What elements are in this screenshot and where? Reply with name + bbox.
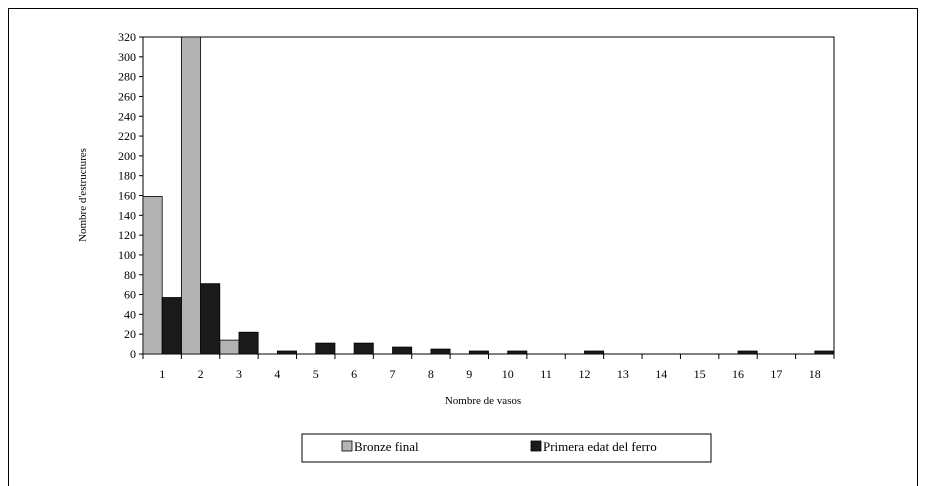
x-tick-label: 1 — [159, 367, 165, 381]
bar-primera-edat-18 — [814, 350, 835, 355]
chart-frame — [8, 8, 918, 486]
legend-box — [301, 433, 712, 463]
legend-label-bronze-final: Bronze final — [354, 439, 419, 454]
bar-primera-edat-5 — [315, 342, 336, 355]
x-tick-label: 13 — [617, 367, 629, 381]
y-tick-label: 0 — [130, 347, 136, 361]
x-tick-label: 7 — [390, 367, 396, 381]
x-tick-label: 18 — [809, 367, 821, 381]
bar-primera-edat-3 — [238, 331, 259, 355]
bar-primera-edat-8 — [430, 348, 451, 355]
bar-primera-edat-10 — [507, 350, 528, 355]
y-tick-label: 260 — [118, 89, 136, 103]
legend-label-primera-edat: Primera edat del ferro — [543, 439, 657, 454]
bar-bronze-final-1 — [142, 196, 163, 355]
bar-primera-edat-7 — [392, 346, 413, 355]
x-tick-label: 2 — [198, 367, 204, 381]
y-tick-label: 40 — [124, 307, 136, 321]
y-tick-label: 80 — [124, 268, 136, 282]
x-tick-label: 8 — [428, 367, 434, 381]
bar-bronze-final-2 — [180, 36, 201, 355]
x-tick-label: 11 — [540, 367, 552, 381]
bar-bronze-final-3 — [219, 339, 240, 355]
legend-swatch-primera-edat — [530, 440, 542, 452]
y-tick-label: 280 — [118, 70, 136, 84]
y-tick-label: 220 — [118, 129, 136, 143]
y-tick-label: 240 — [118, 109, 136, 123]
legend: Bronze final Primera edat del ferro — [301, 433, 712, 463]
x-tick-label: 17 — [770, 367, 782, 381]
y-tick-label: 120 — [118, 228, 136, 242]
y-tick-label: 60 — [124, 288, 136, 302]
x-tick-label: 14 — [655, 367, 667, 381]
legend-swatch-bronze-final — [341, 440, 353, 452]
bar-primera-edat-16 — [737, 350, 758, 355]
bar-primera-edat-1 — [161, 297, 182, 355]
bar-primera-edat-9 — [468, 350, 489, 355]
x-tick-label: 6 — [351, 367, 357, 381]
x-tick-label: 16 — [732, 367, 744, 381]
y-tick-label: 100 — [118, 248, 136, 262]
x-tick-label: 9 — [466, 367, 472, 381]
bar-primera-edat-4 — [276, 350, 297, 355]
y-tick-label: 180 — [118, 169, 136, 183]
bar-primera-edat-2 — [200, 283, 221, 355]
y-tick-label: 140 — [118, 208, 136, 222]
plot-area — [142, 36, 835, 355]
y-tick-label: 20 — [124, 327, 136, 341]
x-tick-label: 3 — [236, 367, 242, 381]
y-tick-label: 320 — [118, 30, 136, 44]
x-tick-label: 10 — [502, 367, 514, 381]
y-tick-label: 160 — [118, 189, 136, 203]
bars-group — [142, 36, 835, 355]
bar-primera-edat-12 — [584, 350, 605, 355]
x-axis-ticks: 1 2 3 4 5 6 7 8 9 10 11 12 13 14 15 16 17 18 — [142, 354, 835, 381]
y-tick-label: 200 — [118, 149, 136, 163]
x-tick-label: 5 — [313, 367, 319, 381]
bar-primera-edat-6 — [353, 342, 374, 355]
x-tick-label: 4 — [274, 367, 280, 381]
x-tick-label: 12 — [578, 367, 590, 381]
x-tick-label: 15 — [694, 367, 706, 381]
y-tick-label: 300 — [118, 50, 136, 64]
y-axis-title: Nombre d'estructures — [77, 148, 89, 242]
y-axis-ticks: 0 20 40 60 80 100 120 140 160 180 200 220 240 260 280 3… — [118, 30, 143, 361]
x-axis-title: Nombre de vasos — [445, 395, 521, 407]
